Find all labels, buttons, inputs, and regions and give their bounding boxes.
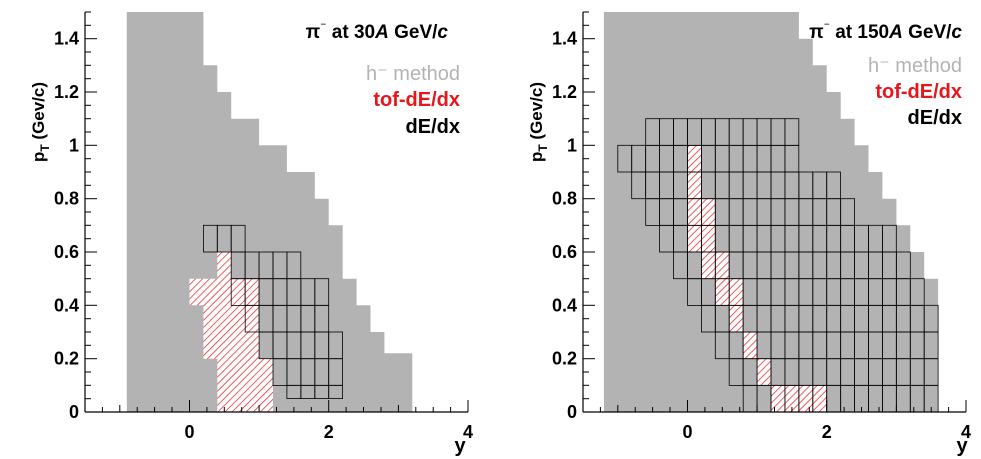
y-tick-label: 1.4	[54, 29, 79, 49]
y-tick-label: 1.2	[54, 82, 79, 102]
y-tick-label: 0.4	[54, 295, 79, 315]
y-tick-label: 0.2	[54, 349, 79, 369]
x-axis-label: y	[454, 435, 466, 457]
chart-panel-150gev: 0 2 4 0 0.2 0.4 0.6 0.8 1 1.2 1.4 π⁻ at 150A GeV/c…	[527, 11, 971, 457]
y-tick-label: 0.4	[552, 295, 577, 315]
legend-h-method: h⁻ method	[868, 55, 962, 77]
title-text-a: at 150	[830, 22, 889, 43]
title-minus-sign: ⁻	[824, 19, 830, 33]
title-a-italic: A	[374, 22, 389, 43]
x-tick-label: 0	[184, 422, 194, 442]
tick-labels-group: 0 2 4 0 0.2 0.4 0.6 0.8 1 1.2 1.4	[552, 29, 971, 442]
title-text-a: at 30	[327, 22, 376, 43]
x-tick-label: 2	[324, 422, 334, 442]
dedx-bin-cell	[328, 384, 344, 399]
chart-panel-30gev: 0 2 400.20.40.60.811.21.4 π⁻ at 30A GeV/c …	[29, 11, 473, 457]
title-minus-sign: ⁻	[320, 19, 326, 33]
chart-title: π⁻ at 30A GeV/c	[306, 19, 449, 43]
dedx-grid-group	[617, 118, 939, 412]
title-c-italic: c	[951, 22, 962, 43]
dedx-grid-group	[202, 224, 344, 399]
title-a-italic: A	[888, 22, 903, 43]
chart-title: π⁻ at 150A GeV/c	[809, 19, 962, 43]
y-tick-label: 1.4	[552, 29, 577, 49]
y-axis-label: pT (Gev/c)	[29, 82, 52, 162]
x-axis-label: y	[956, 435, 968, 457]
title-pi: π	[306, 22, 321, 43]
y-tick-label: 0	[69, 402, 79, 422]
tick-labels-group: 0 2 4 0 0.2 0.4 0.6 0.8 1 1.2 1.4	[54, 29, 473, 442]
x-tick-label: 4	[961, 422, 971, 442]
y-tick-label: 1	[567, 135, 577, 155]
legend-dedx: dE/dx	[908, 107, 962, 129]
legend-tof-dedx: tof-dE/dx	[373, 89, 460, 111]
axes-group	[84, 11, 469, 413]
y-axis-label-sub: T	[536, 144, 550, 152]
x-tick-label: 0	[682, 422, 692, 442]
axes-group	[582, 11, 967, 413]
title-pi: π	[809, 22, 824, 43]
tof-dedx-region	[189, 252, 273, 412]
y-tick-label: 0	[567, 402, 577, 422]
y-tick-label: 0.6	[54, 242, 79, 262]
y-axis-label-sub: T	[38, 144, 52, 152]
title-text-b: GeV/	[389, 22, 438, 43]
title-c-italic: c	[437, 22, 448, 43]
h-method-region	[126, 12, 413, 412]
y-tick-label: 1	[69, 135, 79, 155]
y-tick-label: 0.8	[552, 189, 577, 209]
y-axis-label: pT (Gev/c)	[527, 82, 550, 162]
y-axis-label-unit: (Gev/c)	[527, 82, 546, 144]
legend-h-method: h⁻ method	[366, 63, 460, 85]
h-method-region-group	[126, 12, 413, 412]
y-tick-label: 0.6	[552, 242, 577, 262]
y-tick-label: 0.2	[552, 349, 577, 369]
y-tick-label: 0.8	[54, 189, 79, 209]
tof-dedx-region-group	[189, 252, 273, 412]
y-axis-label-p: p	[29, 152, 48, 162]
x-tick-label: 4	[463, 422, 473, 442]
y-axis-label-unit: (Gev/c)	[29, 82, 48, 144]
legend-dedx: dE/dx	[406, 116, 460, 138]
title-text-b: GeV/	[903, 22, 952, 43]
y-axis-label-p: p	[527, 152, 546, 162]
y-tick-label: 1.2	[552, 82, 577, 102]
legend-tof-dedx: tof-dE/dx	[875, 81, 962, 103]
x-tick-label: 2	[822, 422, 832, 442]
